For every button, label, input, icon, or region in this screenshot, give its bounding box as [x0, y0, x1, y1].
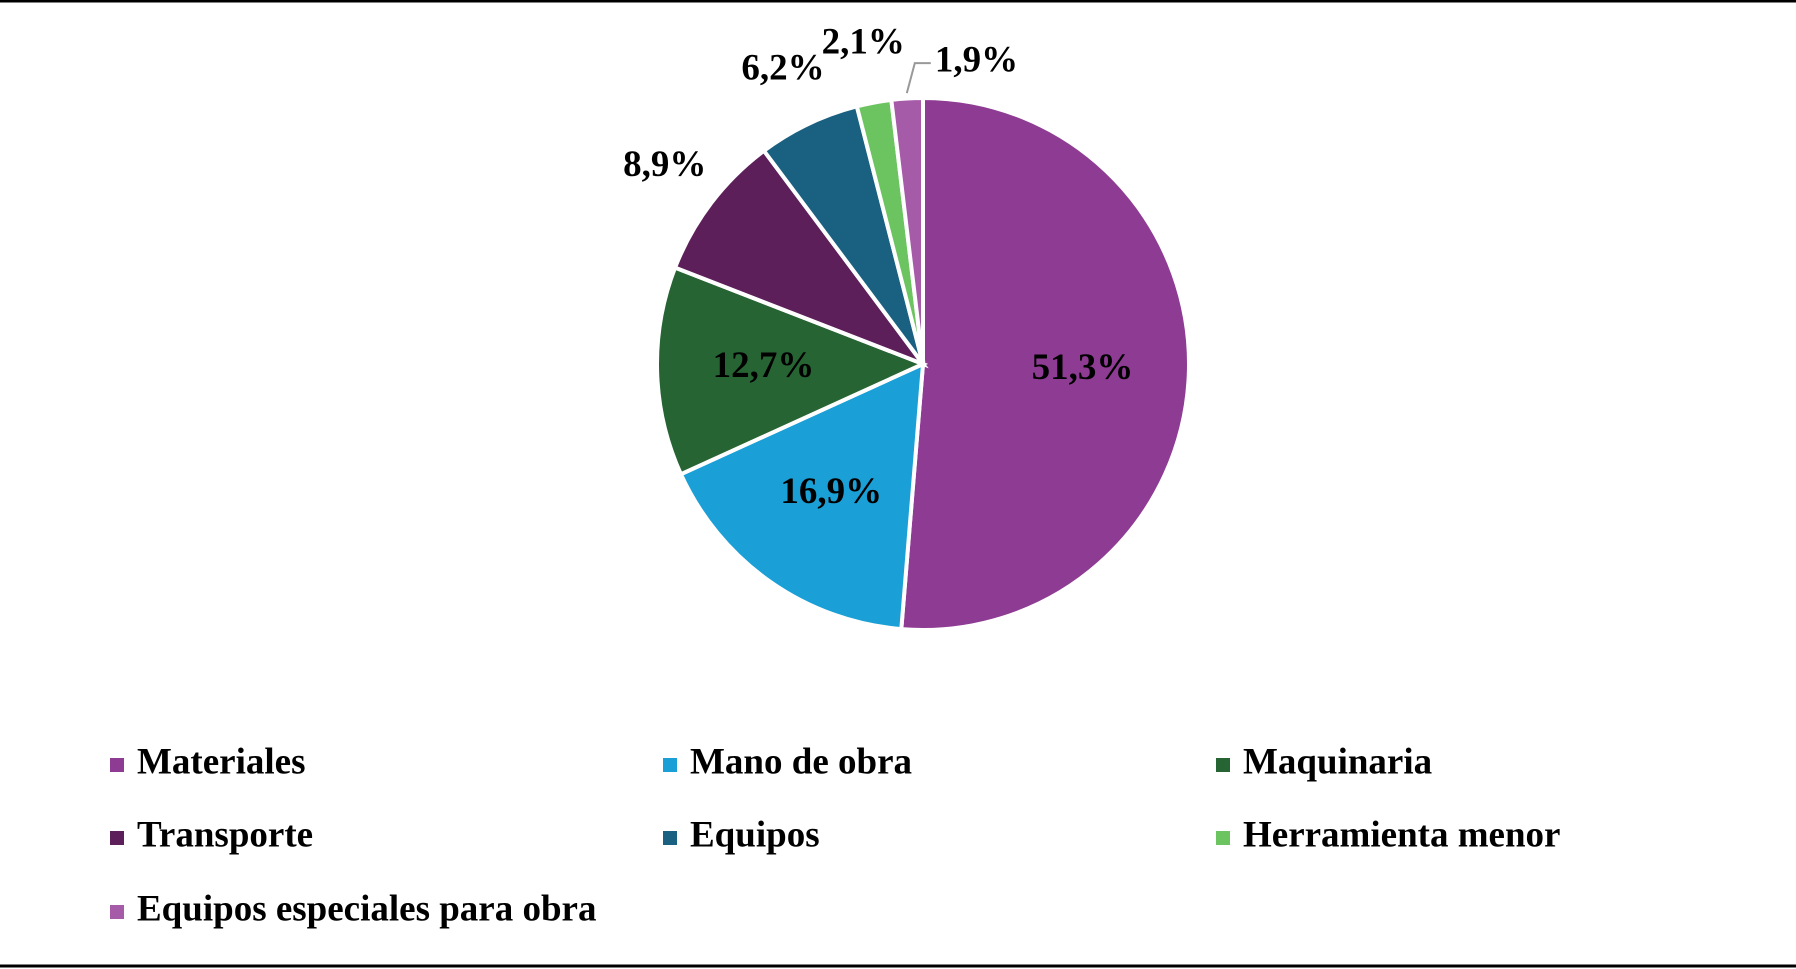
legend-swatch	[663, 831, 677, 845]
pie-slice	[889, 95, 925, 365]
legend-label: Transporte	[137, 814, 313, 855]
pie-slice	[899, 95, 1191, 632]
legend-swatch	[1216, 831, 1230, 845]
pie-slice	[655, 265, 929, 477]
data-label: 2,1%	[822, 22, 905, 63]
data-label: 1,9%	[935, 40, 1018, 81]
data-label: 51,3%	[1032, 347, 1134, 388]
legend-label: Materiales	[137, 741, 305, 782]
data-label: 16,9%	[780, 471, 882, 512]
leader-line	[905, 62, 931, 94]
data-label: 6,2%	[741, 48, 824, 89]
legend-swatch	[1216, 758, 1230, 772]
legend-label: Equipos especiales para obra	[137, 888, 596, 929]
data-label: 12,7%	[713, 345, 815, 386]
legend-label: Maquinaria	[1243, 741, 1432, 782]
pie-slice	[678, 360, 926, 632]
legend-swatch	[663, 758, 677, 772]
legend-label: Herramienta menor	[1243, 814, 1560, 855]
legend-swatch	[110, 758, 124, 772]
legend-label: Mano de obra	[690, 741, 912, 782]
legend-swatch	[110, 831, 124, 845]
data-label: 8,9%	[623, 144, 706, 185]
legend-label: Equipos	[690, 814, 820, 855]
legend-swatch	[110, 905, 124, 919]
pie-slice	[672, 147, 929, 369]
